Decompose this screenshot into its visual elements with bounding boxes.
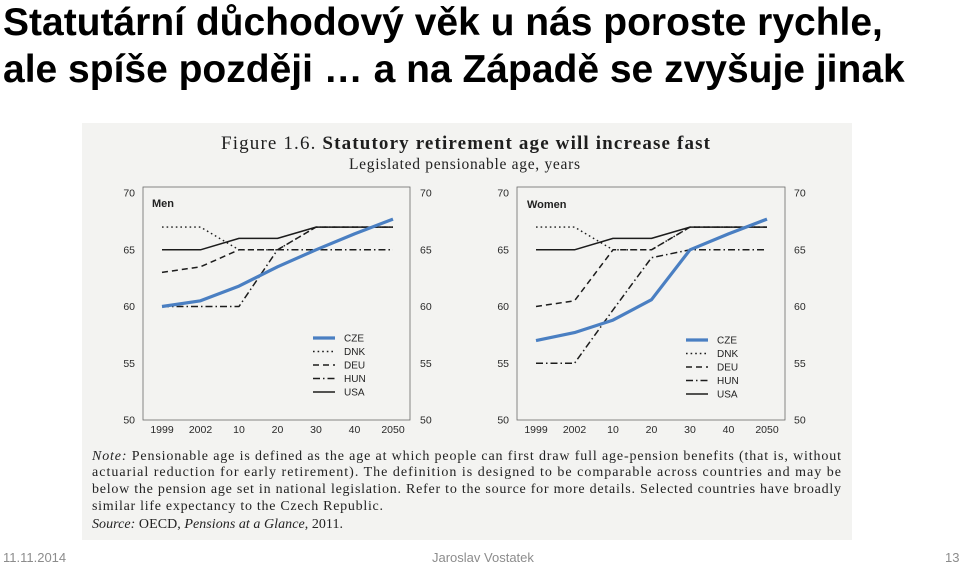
y-tick-label-right: 65	[794, 244, 806, 256]
legend-label: CZE	[717, 336, 737, 347]
chart-panel-men: 70 70 65 65 60 60 55 55 50 50 1999 2002 10 20 30 40 2050…	[123, 186, 432, 436]
y-tick-label-left: 55	[123, 358, 135, 370]
plot-frame	[516, 186, 786, 421]
x-tick-label: 2002	[563, 424, 587, 436]
series-line-deu	[161, 226, 393, 274]
source-year: , 2011.	[305, 517, 343, 532]
note-line-4: similar life expectancy to the Czech Rep…	[92, 499, 383, 514]
legend-item-hun: HUN	[686, 376, 739, 387]
series-line-hun	[162, 249, 393, 308]
figure-title-text: Statutory retirement age will increase f…	[322, 133, 710, 154]
note-text: Pensionable age is defined as the age at…	[132, 449, 841, 464]
figure-subtitle: Legislated pensionable age, years	[349, 156, 580, 173]
panel-title-women: Women	[527, 199, 567, 211]
x-tick-label: 20	[646, 424, 658, 436]
legend-label: CZE	[344, 334, 364, 345]
x-tick-label: 20	[272, 424, 284, 436]
legend-label: HUN	[717, 376, 739, 387]
plot-frame	[142, 186, 411, 421]
series-line-hun	[536, 249, 767, 365]
x-tick-label: 30	[310, 424, 322, 436]
page-number: 13	[945, 550, 960, 565]
legend-item-deu: DEU	[313, 361, 365, 372]
legend-label: DNK	[344, 347, 365, 358]
series-line-usa	[536, 226, 767, 251]
y-tick-label-right: 70	[420, 188, 432, 200]
x-tick-label: 40	[723, 424, 735, 436]
legend-item-dnk: DNK	[313, 347, 365, 358]
figure-title: Figure 1.6. Statutory retirement age wil…	[221, 133, 711, 154]
oecd-figure: Figure 1.6. Statutory retirement age wil…	[82, 123, 852, 540]
x-tick-label: 40	[349, 424, 361, 436]
y-tick-label-left: 50	[497, 415, 509, 427]
panel-title-men: Men	[152, 198, 174, 210]
y-tick-label-left: 65	[123, 244, 135, 256]
y-tick-label-right: 60	[794, 301, 806, 313]
x-tick-label: 10	[607, 424, 619, 436]
chart-panel-women: 70 70 65 65 60 60 55 55 50 50 1999 2002 10 20 30 40 2050…	[497, 186, 806, 436]
legend: CZE DNK DEU HUN USA	[686, 336, 739, 401]
legend-item-cze: CZE	[686, 336, 737, 347]
legend: CZE DNK DEU HUN USA	[313, 334, 366, 399]
note-line-2: actuarial reduction for early retirement…	[92, 465, 841, 480]
slide-title-line-2: ale spíše později … a na Západě se zvyšu…	[3, 48, 905, 91]
source-line: Source: OECD, Pensions at a Glance, 2011…	[92, 517, 343, 532]
figure-chart-svg: Figure 1.6. Statutory retirement age wil…	[91, 133, 841, 532]
legend-label: USA	[344, 388, 365, 399]
x-tick-label: 2002	[189, 424, 213, 436]
legend-item-dnk: DNK	[686, 349, 738, 360]
y-tick-label-left: 55	[497, 358, 509, 370]
figure-number: Figure 1.6.	[221, 133, 315, 154]
y-tick-label-left: 60	[497, 301, 509, 313]
y-tick-label-right: 55	[794, 358, 806, 370]
series-line-cze	[535, 217, 768, 343]
series-line-deu	[535, 226, 767, 308]
y-tick-label-left: 70	[123, 188, 135, 200]
x-tick-label: 2050	[755, 424, 779, 436]
y-tick-label-left: 60	[123, 301, 135, 313]
y-tick-label-right: 70	[794, 188, 806, 200]
y-tick-label-left: 70	[497, 188, 509, 200]
legend-item-hun: HUN	[313, 374, 366, 385]
legend-label: DEU	[717, 363, 738, 374]
y-tick-label-right: 50	[420, 415, 432, 427]
x-tick-label: 2050	[381, 424, 405, 436]
legend-label: USA	[717, 390, 738, 401]
note-line-1: Note: Pensionable age is defined as the …	[91, 449, 841, 464]
legend-item-cze: CZE	[313, 334, 364, 345]
legend-item-usa: USA	[313, 388, 365, 399]
y-tick-label-right: 50	[794, 415, 806, 427]
source-publisher: OECD,	[139, 517, 181, 532]
y-tick-label-right: 60	[420, 301, 432, 313]
note-line-3: below the pension age set in national le…	[92, 482, 841, 497]
y-tick-label-right: 55	[420, 358, 432, 370]
x-tick-label: 1999	[150, 424, 174, 436]
footer-author: Jaroslav Vostatek	[432, 550, 534, 565]
footer-date: 11.11.2014	[3, 550, 67, 565]
slide-title: Statutární důchodový věk u nás poroste r…	[3, 0, 905, 93]
x-tick-label: 10	[233, 424, 245, 436]
series-line-cze	[161, 217, 394, 309]
legend-item-usa: USA	[686, 390, 738, 401]
x-tick-label: 1999	[524, 424, 548, 436]
y-tick-label-left: 50	[123, 415, 135, 427]
legend-item-deu: DEU	[686, 363, 738, 374]
slide-title-line-1: Statutární důchodový věk u nás poroste r…	[3, 1, 883, 44]
x-tick-label: 30	[684, 424, 696, 436]
legend-label: HUN	[344, 374, 366, 385]
source-publication: Pensions at a Glance	[183, 517, 304, 532]
legend-label: DNK	[717, 349, 738, 360]
legend-label: DEU	[344, 361, 365, 372]
note-label: Note:	[91, 449, 127, 464]
y-tick-label-right: 65	[420, 244, 432, 256]
series-line-usa	[162, 226, 393, 251]
source-label: Source:	[92, 517, 135, 532]
y-tick-label-left: 65	[497, 244, 509, 256]
